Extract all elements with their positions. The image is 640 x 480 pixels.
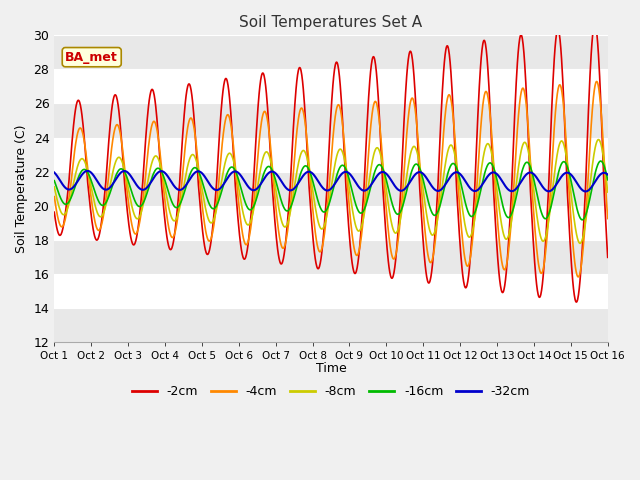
Text: BA_met: BA_met xyxy=(65,51,118,64)
Bar xyxy=(54,104,608,138)
Legend: -2cm, -4cm, -8cm, -16cm, -32cm: -2cm, -4cm, -8cm, -16cm, -32cm xyxy=(127,380,535,403)
Bar xyxy=(54,36,608,70)
Bar xyxy=(54,308,608,342)
Bar xyxy=(54,172,608,205)
Title: Soil Temperatures Set A: Soil Temperatures Set A xyxy=(239,15,422,30)
X-axis label: Time: Time xyxy=(316,362,346,375)
Bar xyxy=(54,240,608,274)
Y-axis label: Soil Temperature (C): Soil Temperature (C) xyxy=(15,124,28,253)
